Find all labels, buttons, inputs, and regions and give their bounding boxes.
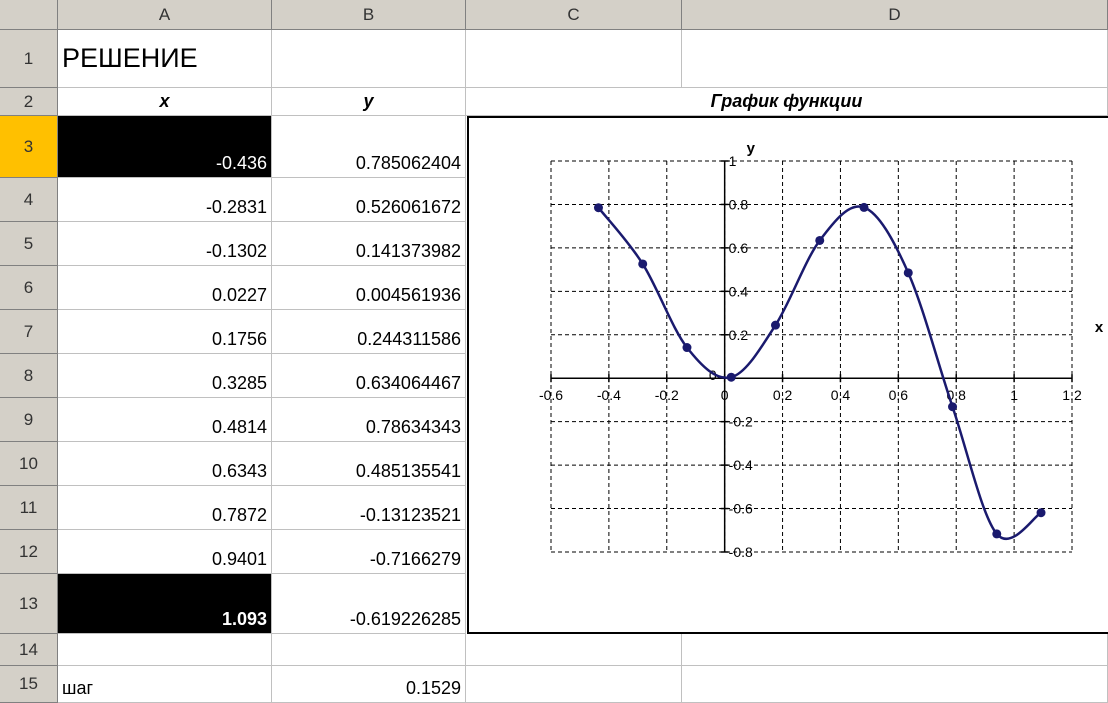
x-tick-label-8: 1 (1010, 387, 1018, 403)
y-tick-label-4: 0 (709, 367, 717, 383)
cell-b15[interactable]: 0.1529 (272, 666, 466, 703)
cell-b11[interactable]: -0.13123521 (272, 486, 466, 530)
cell-a10[interactable]: 0.6343 (58, 442, 272, 486)
y-tick-label-9: 1 (729, 153, 737, 169)
cell-a7[interactable]: 0.1756 (58, 310, 272, 354)
y-tick-label-1: -0.6 (729, 501, 753, 517)
data-point-8 (948, 402, 958, 412)
cell-a12[interactable]: 0.9401 (58, 530, 272, 574)
cell-a8[interactable]: 0.3285 (58, 354, 272, 398)
cell-b10[interactable]: 0.485135541 (272, 442, 466, 486)
chart-object[interactable]: -0.6 -0.4 -0.2 0 0.2 0.4 0.6 0.8 1 1.2 -0.8 -0.6 -0.… (467, 116, 1108, 634)
row-header-4[interactable]: 4 (0, 178, 58, 222)
column-header-c[interactable]: C (466, 0, 682, 30)
cell-b2[interactable]: y (272, 88, 466, 116)
cell-b13[interactable]: -0.619226285 (272, 574, 466, 634)
cell-a11[interactable]: 0.7872 (58, 486, 272, 530)
data-point-9 (992, 529, 1002, 539)
row-header-11[interactable]: 11 (0, 486, 58, 530)
row-header-1[interactable]: 1 (0, 30, 58, 88)
row-header-13[interactable]: 13 (0, 574, 58, 634)
y-axis-title: y (747, 140, 756, 157)
column-header-d[interactable]: D (682, 0, 1108, 30)
cell-b1[interactable] (272, 30, 466, 88)
row-header-7[interactable]: 7 (0, 310, 58, 354)
cell-a3[interactable]: -0.436 (58, 116, 272, 178)
data-point-2 (682, 343, 692, 353)
row-header-3[interactable]: 3 (0, 116, 58, 178)
cell-b3[interactable]: 0.785062404 (272, 116, 466, 178)
cell-a2[interactable]: x (58, 88, 272, 116)
cell-b4[interactable]: 0.526061672 (272, 178, 466, 222)
y-tick-label-0: -0.8 (729, 544, 753, 560)
cell-b5[interactable]: 0.141373982 (272, 222, 466, 266)
x-tick-label-3: 0 (721, 387, 729, 403)
row-header-10[interactable]: 10 (0, 442, 58, 486)
cell-a6[interactable]: 0.0227 (58, 266, 272, 310)
y-tick-label-7: 0.6 (729, 240, 749, 256)
data-point-7 (903, 268, 913, 278)
y-tick-label-6: 0.4 (729, 283, 749, 299)
x-tick-label-5: 0.4 (831, 387, 851, 403)
data-point-3 (726, 372, 736, 382)
cell-a1[interactable]: РЕШЕНИЕ (58, 30, 272, 88)
x-tick-label-6: 0.6 (889, 387, 909, 403)
cell-c1[interactable] (466, 30, 682, 88)
y-tick-label-2: -0.4 (729, 457, 753, 473)
cell-d14[interactable] (682, 634, 1108, 666)
data-point-6 (859, 202, 869, 212)
cell-a5[interactable]: -0.1302 (58, 222, 272, 266)
cell-b7[interactable]: 0.244311586 (272, 310, 466, 354)
cell-b8[interactable]: 0.634064467 (272, 354, 466, 398)
row-header-15[interactable]: 15 (0, 666, 58, 703)
data-point-0 (593, 203, 603, 213)
cell-b12[interactable]: -0.7166279 (272, 530, 466, 574)
row-header-2[interactable]: 2 (0, 88, 58, 116)
data-point-1 (638, 259, 648, 269)
select-all-corner[interactable] (0, 0, 58, 30)
y-tick-label-3: -0.2 (729, 414, 753, 430)
data-point-5 (815, 235, 825, 245)
x-tick-label-7: 0.8 (946, 387, 966, 403)
x-tick-label-9: 1.2 (1062, 387, 1082, 403)
x-tick-label-4: 0.2 (773, 387, 793, 403)
x-tick-label-1: -0.4 (597, 387, 621, 403)
x-axis-title: x (1095, 319, 1104, 336)
x-tick-label-0: -0.6 (539, 387, 563, 403)
cell-b9[interactable]: 0.78634343 (272, 398, 466, 442)
chart-plot: -0.6 -0.4 -0.2 0 0.2 0.4 0.6 0.8 1 1.2-0.8-0.6-0.… (539, 140, 1104, 560)
data-point-4 (770, 320, 780, 330)
y-tick-label-8: 0.8 (729, 196, 749, 212)
cell-a14[interactable] (58, 634, 272, 666)
row-header-14[interactable]: 14 (0, 634, 58, 666)
x-tick-label-2: -0.2 (655, 387, 679, 403)
row-header-8[interactable]: 8 (0, 354, 58, 398)
data-point-10 (1036, 508, 1046, 518)
cell-b6[interactable]: 0.004561936 (272, 266, 466, 310)
row-header-9[interactable]: 9 (0, 398, 58, 442)
row-header-5[interactable]: 5 (0, 222, 58, 266)
cell-d1[interactable] (682, 30, 1108, 88)
cell-c15[interactable] (466, 666, 682, 703)
cell-b14[interactable] (272, 634, 466, 666)
cell-d15[interactable] (682, 666, 1108, 703)
row-header-12[interactable]: 12 (0, 530, 58, 574)
cell-a4[interactable]: -0.2831 (58, 178, 272, 222)
column-header-b[interactable]: B (272, 0, 466, 30)
cell-c14[interactable] (466, 634, 682, 666)
series-line-0 (597, 205, 1042, 540)
cell-a15[interactable]: шаг (58, 666, 272, 703)
cell-a9[interactable]: 0.4814 (58, 398, 272, 442)
cell-a13[interactable]: 1.093 (58, 574, 272, 634)
column-header-a[interactable]: A (58, 0, 272, 30)
cell-cd2-chart-title[interactable]: График функции (466, 88, 1108, 116)
row-header-6[interactable]: 6 (0, 266, 58, 310)
y-tick-label-5: 0.2 (729, 327, 749, 343)
